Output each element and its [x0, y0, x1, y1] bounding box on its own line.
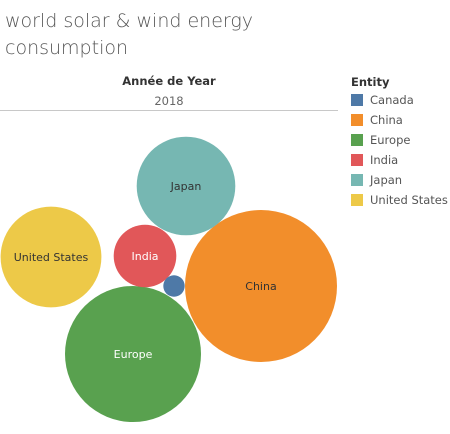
legend-swatch [351, 174, 363, 186]
legend-label: India [370, 153, 399, 167]
legend-swatch [351, 194, 363, 206]
bubble-china[interactable] [185, 210, 337, 362]
header-divider [0, 110, 338, 111]
bubble-label-china: China [245, 280, 276, 293]
bubble-japan[interactable] [136, 136, 236, 236]
bubble-label-europe: Europe [114, 348, 153, 361]
legend-swatch [351, 94, 363, 106]
legend: Entity Canada China Europe India Japan U… [351, 74, 450, 210]
legend-item-canada[interactable]: Canada [351, 90, 450, 110]
bubble-india[interactable] [113, 224, 177, 288]
legend-item-china[interactable]: China [351, 110, 450, 130]
chart-title: world solar & wind energy consumption [5, 10, 254, 59]
bubble-label-india: India [132, 250, 159, 263]
legend-item-united-states[interactable]: United States [351, 190, 450, 210]
legend-label: China [370, 113, 403, 127]
bubble-united-states[interactable] [0, 206, 102, 308]
bubble-europe[interactable] [65, 286, 201, 422]
column-value: 2018 [154, 94, 184, 108]
legend-swatch [351, 134, 363, 146]
legend-item-india[interactable]: India [351, 150, 450, 170]
legend-item-europe[interactable]: Europe [351, 130, 450, 150]
legend-item-japan[interactable]: Japan [351, 170, 450, 190]
column-header: Année de Year [122, 74, 216, 88]
bubble-canada[interactable] [163, 275, 185, 297]
legend-label: United States [370, 193, 448, 207]
legend-label: Canada [370, 93, 414, 107]
legend-swatch [351, 114, 363, 126]
legend-title: Entity [351, 75, 390, 89]
legend-swatch [351, 154, 363, 166]
bubble-label-united-states: United States [14, 251, 89, 264]
bubble-label-japan: Japan [170, 180, 202, 193]
legend-label: Japan [370, 173, 403, 187]
legend-label: Europe [370, 133, 411, 147]
